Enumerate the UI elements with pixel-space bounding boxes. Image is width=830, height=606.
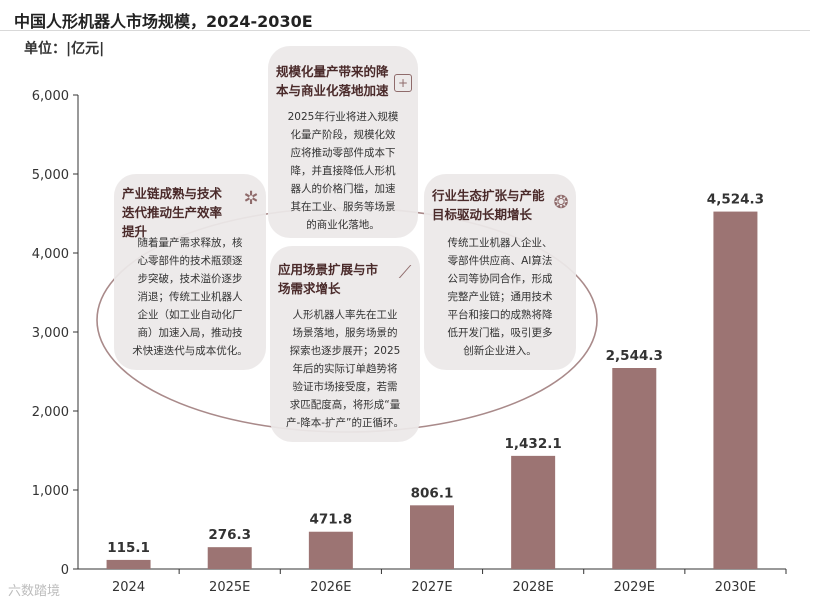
card-line: 平台和接口的成熟将降 xyxy=(447,309,553,321)
x-tick-label: 2026E xyxy=(310,580,351,595)
card-line: 器人的价格门槛，加速 xyxy=(290,183,396,195)
scale-box-icon: + xyxy=(394,74,412,92)
data-label: 471.8 xyxy=(310,512,353,528)
y-tick-label: 2,000 xyxy=(32,405,69,420)
card-line: 的商业化落地。 xyxy=(306,219,380,231)
y-tick-label: 4,000 xyxy=(32,247,69,262)
x-tick-label: 2029E xyxy=(614,580,655,595)
card-line: 低开发门槛，吸引更多 xyxy=(447,327,553,339)
card-line: 降，并直接降低人形机 xyxy=(290,165,396,177)
card-line: 心零部件的技术瓶颈逐 xyxy=(137,255,243,267)
data-label: 806.1 xyxy=(411,485,454,501)
y-tick-label: 5,000 xyxy=(32,168,69,183)
info-card-mass-production: 规模化量产带来的降本与商业化落地加速 + 2025年行业将进入规模 化量产阶段，… xyxy=(268,46,418,238)
card-body: 传统工业机器人企业、 零部件供应商、AI算法 公司等协同合作，形成 完整产业链；… xyxy=(430,234,570,360)
card-line: 年后的实际订单趋势将 xyxy=(292,363,398,375)
card-line: 术快速迭代与成本优化。 xyxy=(132,345,248,357)
card-line: 验证市场接受度，若需 xyxy=(292,381,398,393)
card-line: 场景落地，服务场景的 xyxy=(292,327,398,339)
x-tick-label: 2027E xyxy=(411,580,452,595)
card-line: 探索也逐步展开；2025 xyxy=(289,345,401,357)
x-tick-label: 2030E xyxy=(715,580,756,595)
ecosystem-icon: ❂ xyxy=(553,192,569,213)
card-line: 随着量产需求释放，核 xyxy=(137,237,243,249)
card-line: 步突破，技术溢价逐步 xyxy=(137,273,243,285)
card-line: 创新企业进入。 xyxy=(463,345,537,357)
x-tick-label: 2028E xyxy=(512,580,553,595)
card-line: 化量产阶段，规模化效 xyxy=(290,129,396,141)
chart-title: 中国人形机器人市场规模，2024-2030E xyxy=(14,12,313,31)
gear-icon: ✲ xyxy=(243,188,259,209)
bar-2030E xyxy=(713,211,758,569)
title-divider xyxy=(0,30,810,31)
card-body: 随着量产需求释放，核 心零部件的技术瓶颈逐 步突破，技术溢价逐步 消退；传统工业… xyxy=(118,234,262,360)
data-label: 115.1 xyxy=(107,540,150,556)
card-line: 企业（如工业自动化厂 xyxy=(137,309,243,321)
bar-2026E xyxy=(308,531,353,569)
card-line: 零部件供应商、AI算法 xyxy=(447,255,553,267)
info-card-demand-growth: 应用场景扩展与市场需求增长 ⟋ 人形机器人率先在工业 场景落地，服务场景的 探索… xyxy=(270,246,420,442)
card-body: 2025年行业将进入规模 化量产阶段，规模化效 应将推动零部件成本下 降，并直接… xyxy=(274,108,412,234)
card-line: 产-降本-扩产”的正循环。 xyxy=(285,417,405,429)
y-tick-label: 0 xyxy=(61,563,69,578)
card-line: 传统工业机器人企业、 xyxy=(447,237,553,249)
card-line: 公司等协同合作，形成 xyxy=(447,273,553,285)
y-tick-label: 3,000 xyxy=(32,326,69,341)
info-card-ecosystem: 行业生态扩张与产能目标驱动长期增长 ❂ 传统工业机器人企业、 零部件供应商、AI… xyxy=(424,174,576,370)
bar-2029E xyxy=(612,368,657,569)
robot-arm-icon: ⟋ xyxy=(398,262,412,283)
watermark: 六数踏境 xyxy=(8,584,61,599)
data-label: 4,524.3 xyxy=(707,192,764,208)
card-line: 应将推动零部件成本下 xyxy=(290,147,396,159)
unit-label: 单位：|亿元| xyxy=(24,41,105,57)
card-line: 商）加速入局，推动技 xyxy=(137,327,243,339)
card-title: 产业链成熟与技术迭代推动生产效率提升 xyxy=(122,186,223,239)
x-tick-label: 2025E xyxy=(209,580,250,595)
card-line: 其在工业、服务等场景 xyxy=(290,201,396,213)
data-label: 2,544.3 xyxy=(606,348,663,364)
y-tick-label: 6,000 xyxy=(32,89,69,104)
card-line: 完整产业链；通用技术 xyxy=(447,291,553,303)
data-label: 1,432.1 xyxy=(505,436,562,452)
bar-2028E xyxy=(511,455,556,569)
card-line: 求匹配度高，将形成“量 xyxy=(289,399,401,411)
bar-2025E xyxy=(207,547,252,569)
card-line: 2025年行业将进入规模 xyxy=(287,111,399,123)
bar-2027E xyxy=(410,505,454,569)
y-tick-label: 1,000 xyxy=(32,484,69,499)
info-card-tech-iteration: 产业链成熟与技术迭代推动生产效率提升 ✲ 随着量产需求释放，核 心零部件的技术瓶… xyxy=(114,174,266,370)
card-body: 人形机器人率先在工业 场景落地，服务场景的 探索也逐步展开；2025 年后的实际… xyxy=(276,306,414,432)
card-title: 行业生态扩张与产能目标驱动长期增长 xyxy=(432,188,545,222)
card-title: 规模化量产带来的降本与商业化落地加速 xyxy=(276,64,389,98)
data-label: 276.3 xyxy=(208,527,251,543)
card-line: 人形机器人率先在工业 xyxy=(292,309,398,321)
bar-2024 xyxy=(106,559,151,569)
card-line: 消退；传统工业机器人 xyxy=(137,291,243,303)
card-title: 应用场景扩展与市场需求增长 xyxy=(278,262,379,296)
x-tick-label: 2024 xyxy=(112,580,145,595)
